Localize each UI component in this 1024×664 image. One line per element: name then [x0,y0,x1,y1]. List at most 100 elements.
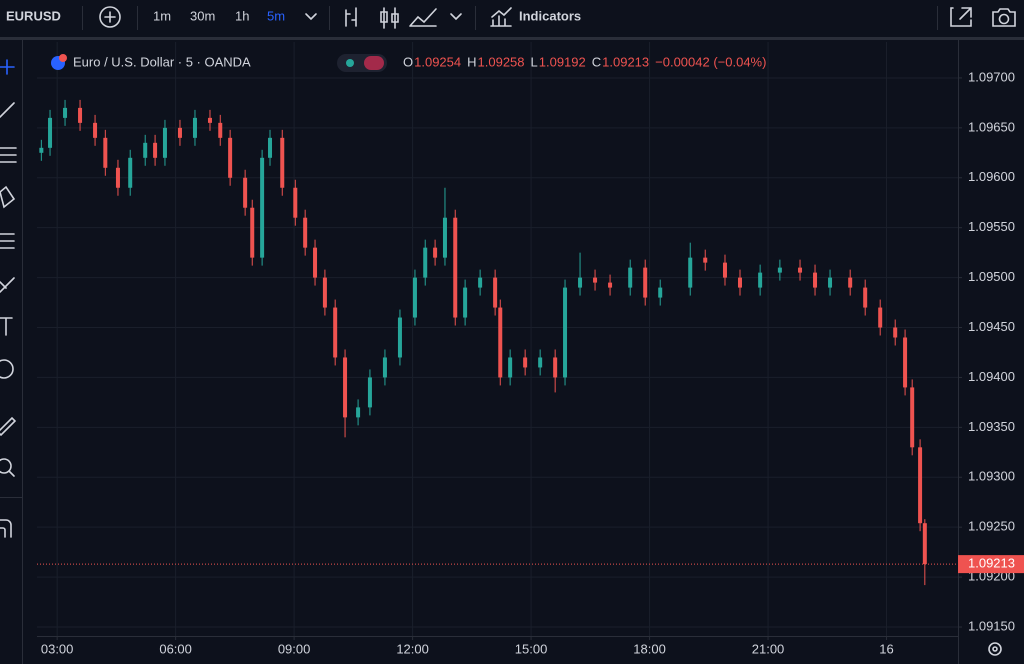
interval-button-active[interactable]: 5m [267,8,285,23]
candle-body [303,217,308,248]
candle-body [453,217,458,318]
x-tick-label: 06:00 [159,641,192,656]
candle-body [192,117,197,138]
text-tool[interactable] [0,317,13,336]
toggle-dot [346,59,354,67]
crosshair-tool[interactable] [0,59,15,75]
interval-dropdown[interactable] [305,13,317,21]
y-tick-label: 1.09300 [968,469,1015,484]
candle-body [177,127,182,138]
screenshot-lens [998,13,1010,25]
candle-body [412,277,417,318]
screenshot-button[interactable] [992,8,1016,27]
candle-body [260,157,265,258]
add-symbol-button[interactable] [99,6,121,28]
drawing-toolbar [0,59,22,538]
candle-body [493,277,498,308]
candle-body [643,267,648,298]
chart-title: Euro / U.S. Dollar · 5 · OANDA [73,54,251,69]
candle-body [356,407,361,418]
toggle-dot [364,56,384,70]
y-tick-label: 1.09500 [968,269,1015,284]
y-tick-label: 1.09250 [968,519,1015,534]
candle-body [48,117,53,148]
candle-body [280,137,285,188]
candle-body [903,337,908,388]
x-tick-label: 15:00 [515,641,548,656]
prediction-tool[interactable] [0,233,15,249]
candle-body [563,287,568,378]
share-button[interactable] [950,7,972,27]
y-tick-label: 1.09650 [968,119,1015,134]
candle-body [143,142,148,158]
candle-body [93,122,98,138]
candle-body [228,137,233,178]
candle-body [608,282,613,288]
candle-body [593,277,598,283]
interval-button[interactable]: 30m [190,8,215,23]
candle-body [63,107,68,118]
symbol[interactable]: EURUSD [6,8,61,23]
candle-body [442,217,447,258]
x-tick-label: 21:00 [752,641,785,656]
candle-body [508,357,513,378]
ohlc-c-label: C [592,54,601,69]
zoom-tool[interactable] [0,458,12,474]
interval-button[interactable]: 1h [235,8,249,23]
candle-body [115,167,120,188]
toolbar [0,0,1024,38]
y-tick-label: 1.09450 [968,319,1015,334]
candle-body [478,277,483,288]
bar-style-button[interactable] [345,7,357,27]
candle-body [878,307,883,328]
candle-body [313,247,318,278]
pattern-tool[interactable] [0,185,16,209]
candle-body [777,267,782,273]
y-tick-label: 1.09700 [968,69,1015,84]
candle-body [538,357,543,368]
trendline-tool[interactable] [0,102,15,118]
candle-body [322,277,327,308]
area-style-button[interactable] [409,8,437,27]
candle-body [423,247,428,278]
candle-body [813,272,818,288]
last-price-box [958,555,1024,574]
candle-body [758,272,763,288]
x-tick-label: 03:00 [41,641,74,656]
indicators-button[interactable]: Indicators [519,8,581,23]
y-tick-label: 1.09350 [968,419,1015,434]
candle-body [828,277,833,288]
candle-style-button[interactable] [380,7,399,29]
candle-body [893,327,898,338]
candle-body [863,287,868,308]
candle-body [382,357,387,378]
indicators-icon[interactable] [490,7,512,27]
candle-body [333,307,338,358]
settings-button[interactable] [988,642,1002,656]
interval-button[interactable]: 1m [153,8,171,23]
candle-body [498,307,503,378]
candle-body [433,247,438,258]
ohlc-l: 1.09192 [539,54,586,69]
ohlc-o-label: O [403,54,413,69]
emoji-tool[interactable] [0,359,14,379]
magnet-tool[interactable] [0,519,12,538]
candle-body [367,377,372,408]
candle-body [397,317,402,358]
candle-body [218,122,223,138]
candle-body [628,267,633,288]
candle-body [658,287,663,298]
candle-body [243,177,248,208]
candle-body [250,207,255,258]
brush-tool[interactable] [0,277,15,293]
fib-tool[interactable] [0,147,17,163]
x-tick-label: 09:00 [278,641,311,656]
ohlc-h-label: H [467,54,476,69]
style-dropdown[interactable] [450,13,462,21]
candle-body [553,357,558,378]
measure-tool[interactable] [0,416,17,437]
candle-body [103,137,108,168]
